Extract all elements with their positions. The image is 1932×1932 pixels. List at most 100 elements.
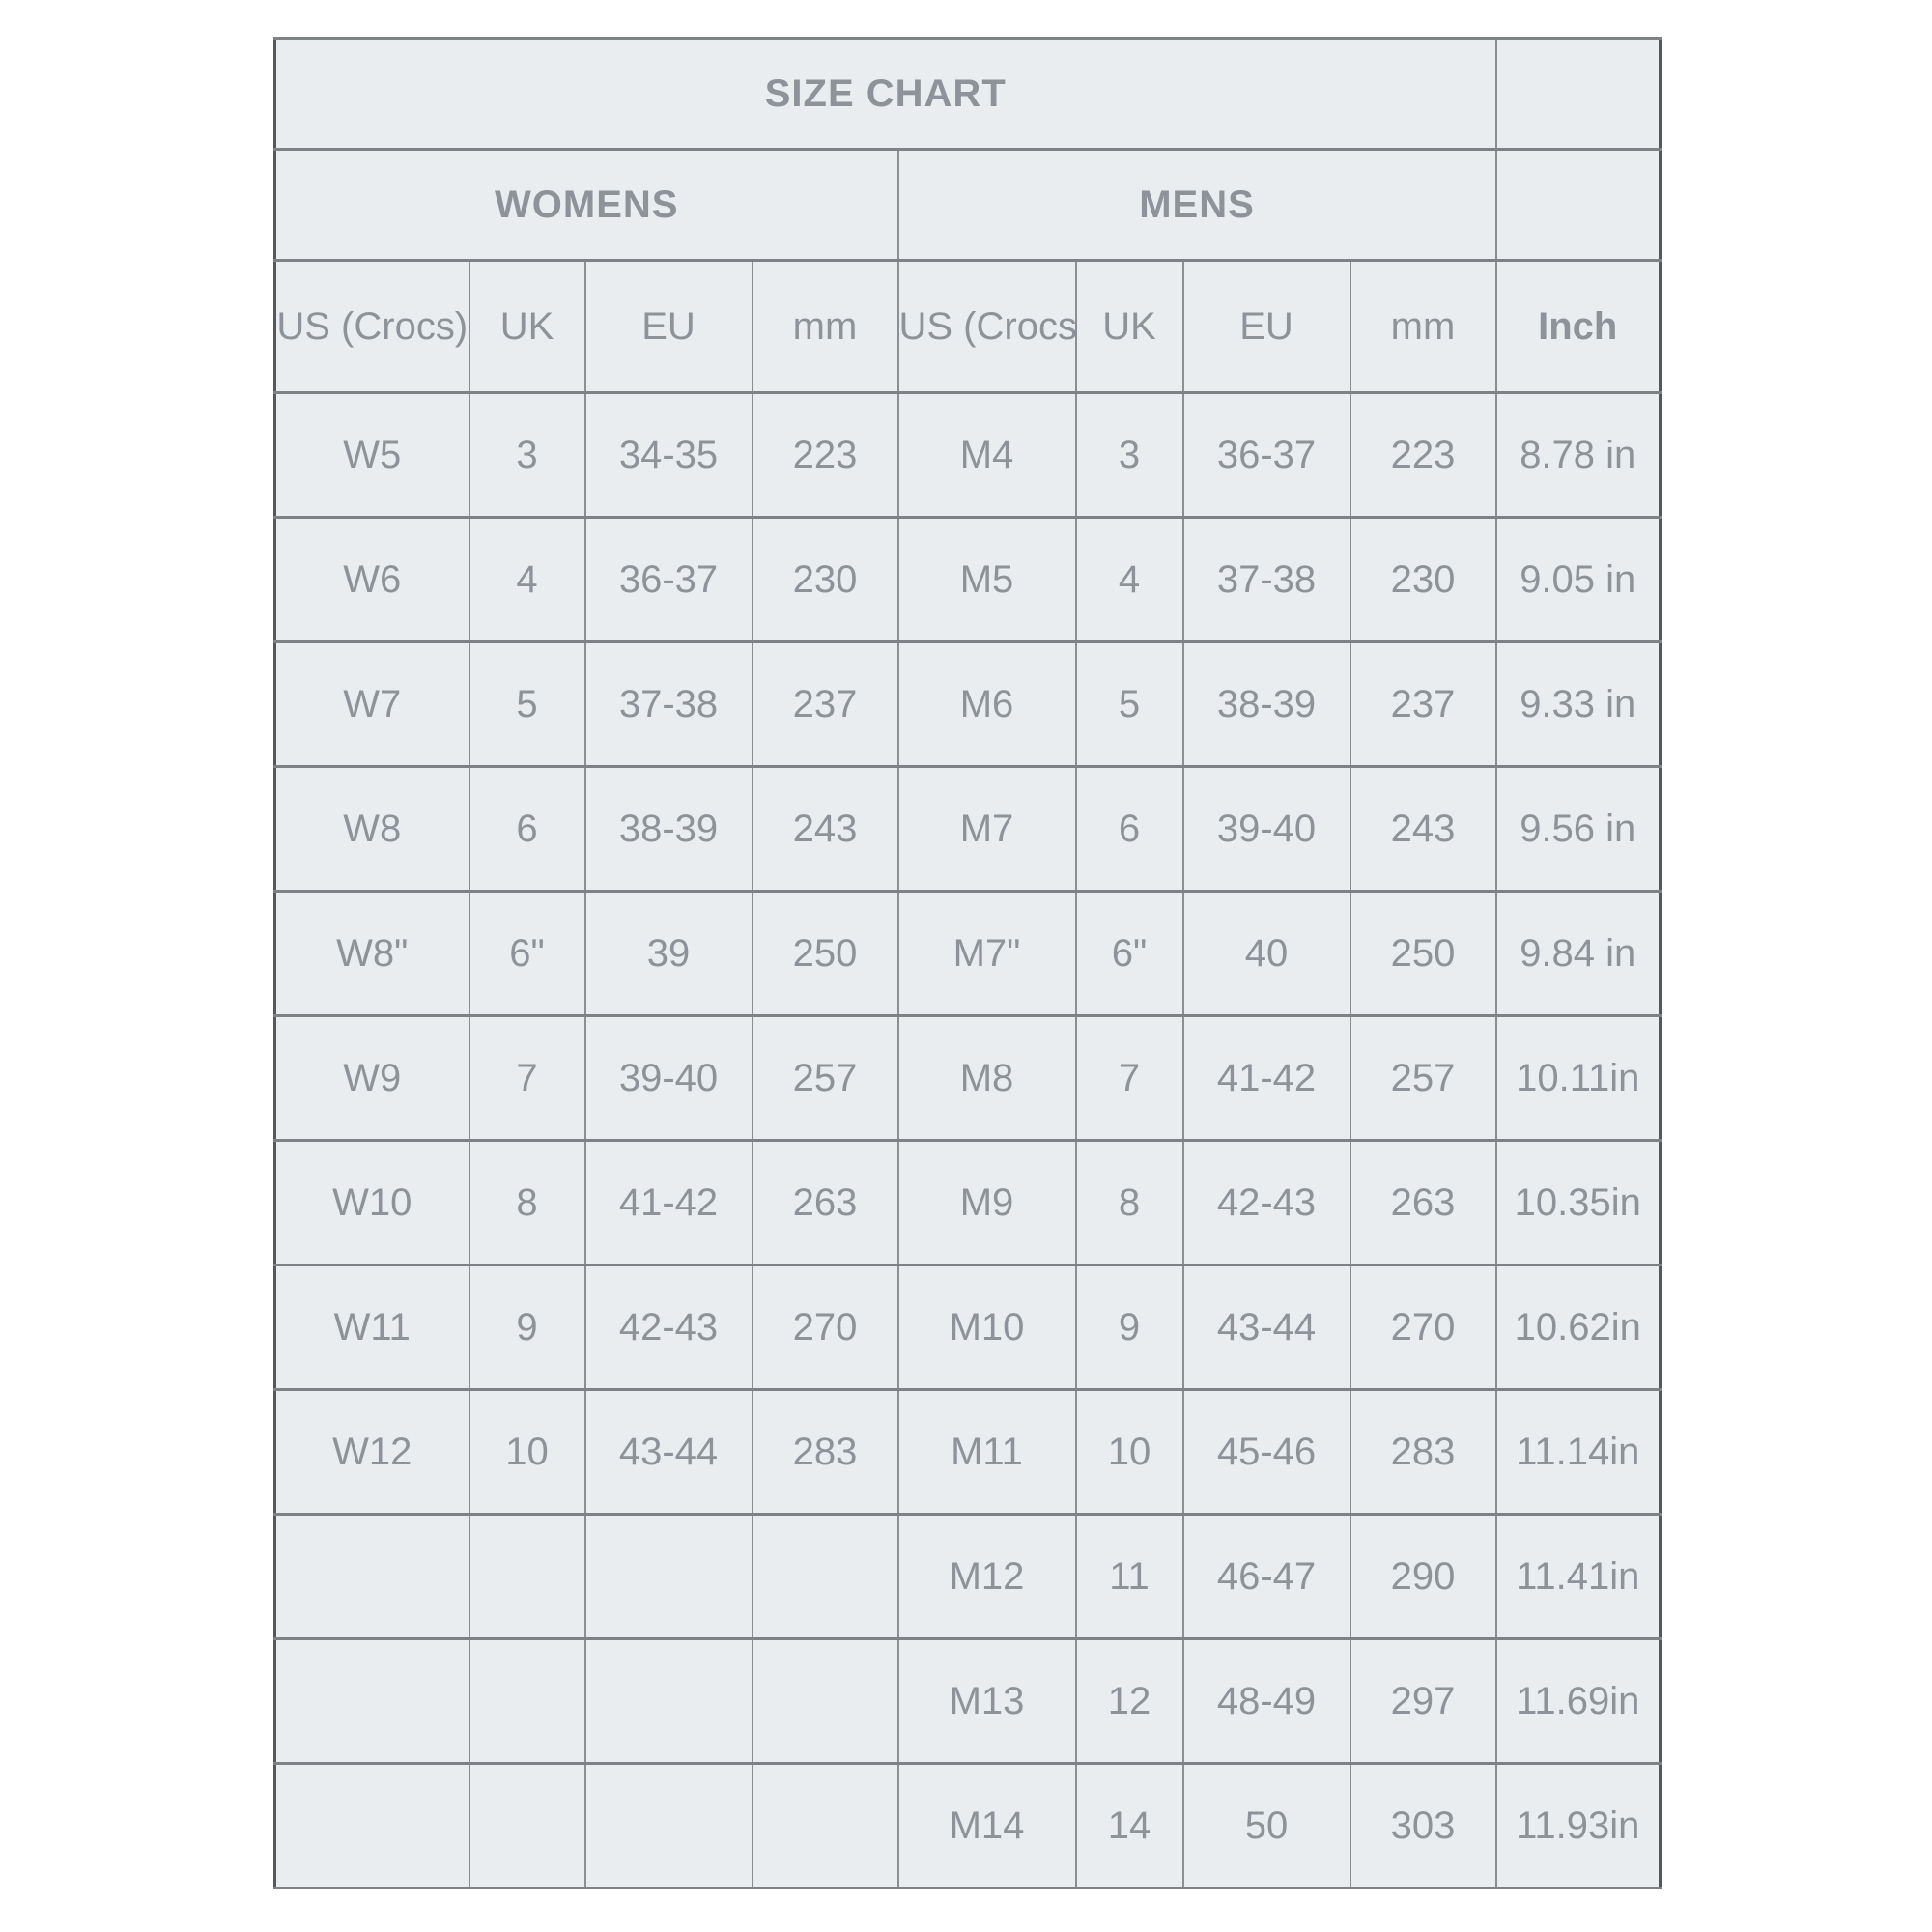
- table-row: W12 10 43-44 283 M11 10 45-46 283 11.14i…: [273, 1388, 1662, 1516]
- cell-mens-mm: 290: [1349, 1513, 1497, 1640]
- col-header-inch: Inch: [1494, 259, 1662, 394]
- cell-womens-us: W12: [273, 1388, 470, 1516]
- cell-mens-us: M12: [896, 1513, 1077, 1640]
- cell-mens-uk: 11: [1074, 1513, 1184, 1640]
- cell-mens-eu: 45-46: [1181, 1388, 1351, 1516]
- cell-mens-eu: 37-38: [1181, 516, 1351, 643]
- cell-mens-uk: 14: [1074, 1762, 1184, 1889]
- cell-mens-eu: 36-37: [1181, 391, 1351, 519]
- table-row: M13 12 48-49 297 11.69in: [273, 1637, 1662, 1765]
- cell-mens-us: M13: [896, 1637, 1077, 1765]
- cell-womens-eu: [583, 1637, 753, 1765]
- cell-mens-uk: 9: [1074, 1264, 1184, 1391]
- cell-womens-eu: [583, 1762, 753, 1889]
- cell-mens-mm: 283: [1349, 1388, 1497, 1516]
- cell-mens-eu: 50: [1181, 1762, 1351, 1889]
- cell-mens-us: M5: [896, 516, 1077, 643]
- col-header-mens-eu: EU: [1181, 259, 1351, 394]
- cell-womens-us: W8": [273, 890, 470, 1017]
- col-header-womens-us: US (Crocs): [273, 259, 470, 394]
- cell-mens-mm: 250: [1349, 890, 1497, 1017]
- table-row: W11 9 42-43 270 M10 9 43-44 270 10.62in: [273, 1264, 1662, 1391]
- cell-womens-uk: 10: [468, 1388, 586, 1516]
- cell-womens-uk: [468, 1762, 586, 1889]
- cell-mens-eu: 43-44: [1181, 1264, 1351, 1391]
- cell-mens-mm: 243: [1349, 765, 1497, 893]
- cell-womens-eu: 41-42: [583, 1139, 753, 1266]
- cell-mens-uk: 7: [1074, 1014, 1184, 1142]
- cell-womens-us: W11: [273, 1264, 470, 1391]
- cell-womens-mm: 283: [751, 1388, 899, 1516]
- cell-mens-mm: 270: [1349, 1264, 1497, 1391]
- cell-mens-uk: 8: [1074, 1139, 1184, 1266]
- cell-inch: 8.78 in: [1494, 391, 1662, 519]
- cell-mens-mm: 263: [1349, 1139, 1497, 1266]
- cell-mens-mm: 223: [1349, 391, 1497, 519]
- cell-womens-us: W9: [273, 1014, 470, 1142]
- cell-mens-uk: 4: [1074, 516, 1184, 643]
- table-row: W5 3 34-35 223 M4 3 36-37 223 8.78 in: [273, 391, 1662, 519]
- cell-mens-uk: 6: [1074, 765, 1184, 893]
- cell-womens-mm: [751, 1637, 899, 1765]
- col-header-mens-uk: UK: [1074, 259, 1184, 394]
- cell-mens-us: M7": [896, 890, 1077, 1017]
- cell-womens-eu: 39: [583, 890, 753, 1017]
- cell-mens-us: M8: [896, 1014, 1077, 1142]
- cell-womens-uk: 8: [468, 1139, 586, 1266]
- cell-womens-mm: 257: [751, 1014, 899, 1142]
- cell-mens-mm: 237: [1349, 640, 1497, 768]
- cell-womens-mm: 243: [751, 765, 899, 893]
- cell-womens-uk: 6: [468, 765, 586, 893]
- cell-womens-eu: [583, 1513, 753, 1640]
- table-row: W8" 6" 39 250 M7" 6" 40 250 9.84 in: [273, 890, 1662, 1017]
- cell-womens-uk: 4: [468, 516, 586, 643]
- cell-mens-eu: 42-43: [1181, 1139, 1351, 1266]
- mens-group-header: MENS: [896, 148, 1497, 262]
- cell-mens-mm: 257: [1349, 1014, 1497, 1142]
- table-row: W10 8 41-42 263 M9 8 42-43 263 10.35in: [273, 1139, 1662, 1266]
- cell-womens-mm: 237: [751, 640, 899, 768]
- cell-mens-uk: 12: [1074, 1637, 1184, 1765]
- cell-womens-us: [273, 1762, 470, 1889]
- cell-womens-mm: 250: [751, 890, 899, 1017]
- cell-womens-mm: [751, 1762, 899, 1889]
- title-row: SIZE CHART: [273, 37, 1662, 151]
- cell-womens-uk: [468, 1637, 586, 1765]
- size-chart-title: SIZE CHART: [273, 37, 1497, 151]
- cell-womens-mm: 270: [751, 1264, 899, 1391]
- cell-womens-us: [273, 1513, 470, 1640]
- table-row: W7 5 37-38 237 M6 5 38-39 237 9.33 in: [273, 640, 1662, 768]
- cell-womens-eu: 43-44: [583, 1388, 753, 1516]
- cell-womens-uk: 5: [468, 640, 586, 768]
- cell-inch: 9.33 in: [1494, 640, 1662, 768]
- cell-womens-mm: 230: [751, 516, 899, 643]
- cell-mens-uk: 6": [1074, 890, 1184, 1017]
- cell-mens-eu: 41-42: [1181, 1014, 1351, 1142]
- table-row: W9 7 39-40 257 M8 7 41-42 257 10.11in: [273, 1014, 1662, 1142]
- cell-womens-uk: [468, 1513, 586, 1640]
- cell-mens-mm: 230: [1349, 516, 1497, 643]
- col-header-womens-mm: mm: [751, 259, 899, 394]
- cell-mens-us: M11: [896, 1388, 1077, 1516]
- cell-mens-mm: 303: [1349, 1762, 1497, 1889]
- cell-inch: 11.93in: [1494, 1762, 1662, 1889]
- cell-inch: 10.11in: [1494, 1014, 1662, 1142]
- inch-column-spacer-mid: [1494, 148, 1662, 262]
- cell-womens-eu: 42-43: [583, 1264, 753, 1391]
- cell-inch: 9.56 in: [1494, 765, 1662, 893]
- cell-mens-eu: 39-40: [1181, 765, 1351, 893]
- cell-womens-eu: 37-38: [583, 640, 753, 768]
- cell-mens-eu: 48-49: [1181, 1637, 1351, 1765]
- cell-mens-eu: 46-47: [1181, 1513, 1351, 1640]
- cell-mens-uk: 5: [1074, 640, 1184, 768]
- table-row: W8 6 38-39 243 M7 6 39-40 243 9.56 in: [273, 765, 1662, 893]
- column-header-row: US (Crocs) UK EU mm US (Crocs) UK EU mm …: [273, 259, 1662, 394]
- cell-inch: 9.84 in: [1494, 890, 1662, 1017]
- cell-mens-eu: 38-39: [1181, 640, 1351, 768]
- inch-column-spacer-top: [1494, 37, 1662, 151]
- col-header-womens-eu: EU: [583, 259, 753, 394]
- cell-womens-mm: 223: [751, 391, 899, 519]
- cell-mens-us: M10: [896, 1264, 1077, 1391]
- cell-womens-uk: 9: [468, 1264, 586, 1391]
- cell-womens-uk: 7: [468, 1014, 586, 1142]
